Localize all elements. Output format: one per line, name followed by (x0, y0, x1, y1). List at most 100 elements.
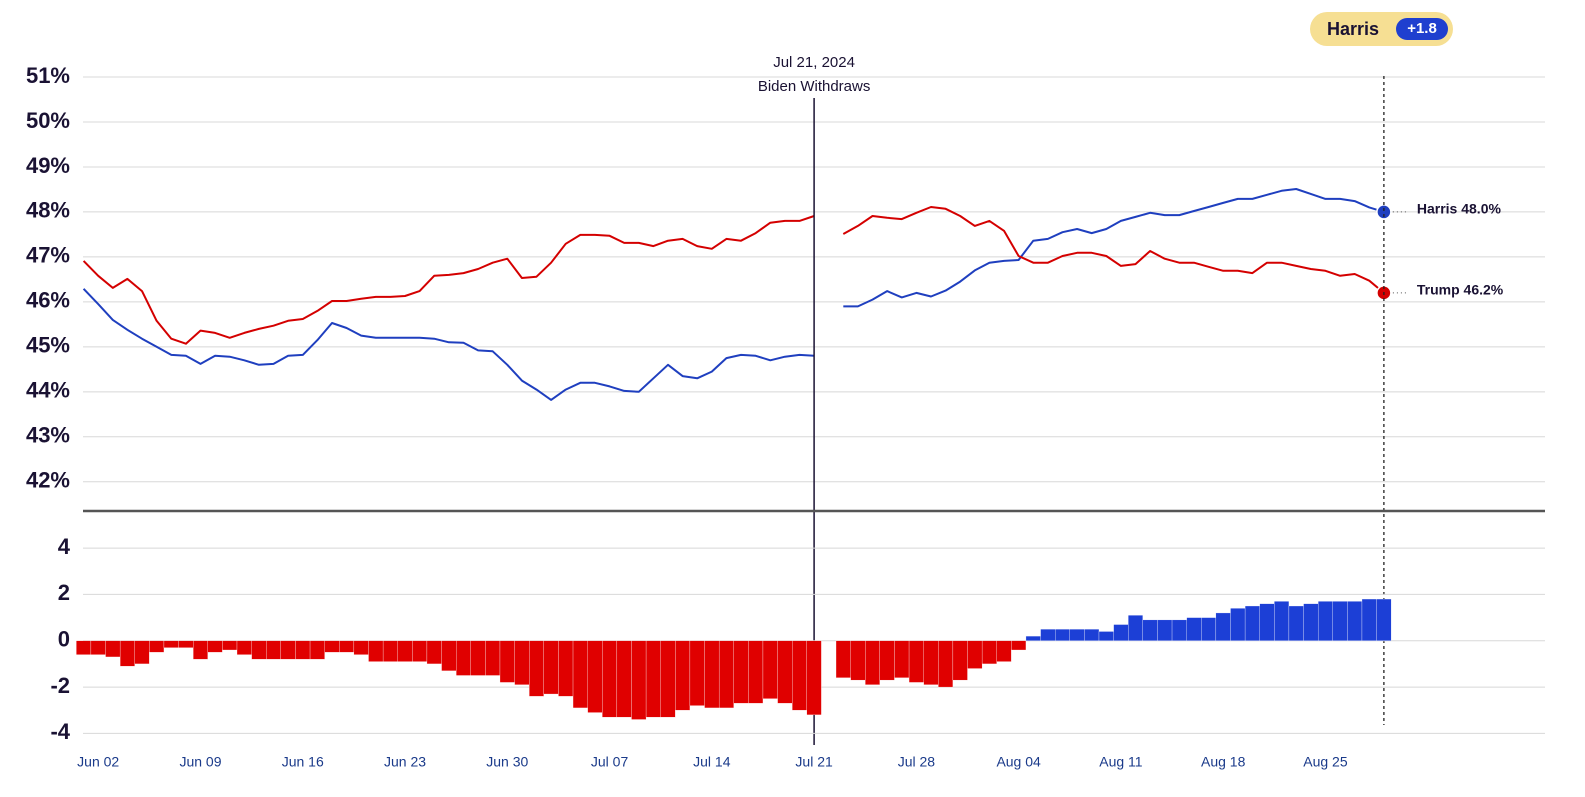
bar (207, 640, 223, 653)
y-tick-label: 4 (58, 534, 71, 559)
bar (1084, 629, 1100, 641)
series-line (82, 188, 1385, 401)
y-tick-label: 48% (26, 198, 70, 223)
bar (1274, 601, 1290, 641)
bar (236, 640, 252, 655)
bar (1025, 635, 1041, 641)
bar (368, 640, 384, 662)
bar (572, 640, 588, 709)
bar (587, 640, 603, 713)
bar (1376, 598, 1392, 641)
bar (529, 640, 544, 697)
bar (1215, 612, 1231, 641)
y-tick-label: 44% (26, 378, 70, 403)
bar (397, 640, 413, 662)
y-tick-label: 45% (26, 333, 70, 358)
bar (894, 640, 910, 678)
bar (441, 640, 457, 672)
bar (119, 640, 135, 667)
y-tick-label: 49% (26, 153, 70, 178)
annotation-date: Jul 21, 2024 (773, 54, 855, 71)
bar (251, 640, 267, 660)
bar (718, 640, 734, 709)
bar (514, 640, 530, 685)
bar (280, 640, 296, 660)
bar (1347, 601, 1363, 641)
x-tick-label: Aug 25 (1303, 754, 1348, 770)
bar (952, 640, 968, 681)
bar (616, 640, 632, 718)
bar (90, 640, 106, 655)
x-tick-label: Jul 07 (591, 754, 629, 770)
bar (222, 640, 238, 651)
x-tick-label: Jul 28 (898, 754, 936, 770)
bar (1288, 605, 1304, 641)
bar (704, 640, 720, 709)
bar (967, 640, 983, 669)
y-tick-label: 46% (26, 288, 70, 313)
bar (134, 640, 150, 665)
bar (762, 640, 778, 699)
bar (193, 640, 208, 660)
bar (602, 640, 618, 718)
bar (850, 640, 866, 681)
bar (996, 640, 1012, 662)
bar (1230, 608, 1246, 641)
bar (1171, 619, 1187, 641)
bar (835, 640, 851, 678)
bar (1098, 631, 1114, 641)
bar (1142, 619, 1158, 641)
bar (792, 640, 807, 711)
bar (908, 640, 924, 683)
y-tick-label: 42% (26, 468, 70, 493)
y-tick-label: 43% (26, 423, 70, 448)
bar (689, 640, 705, 706)
x-tick-label: Jun 09 (179, 754, 221, 770)
x-tick-label: Jul 21 (795, 754, 833, 770)
bar (631, 640, 647, 720)
bar (1186, 617, 1202, 641)
bar (499, 640, 515, 683)
y-tick-label: 47% (26, 243, 70, 268)
bar (938, 640, 954, 688)
bar (543, 640, 559, 695)
x-tick-label: Jun 30 (486, 754, 528, 770)
y-tick-label: 51% (26, 63, 70, 88)
y-tick-label: -4 (50, 719, 70, 744)
bar (1303, 603, 1319, 641)
bar (1317, 601, 1333, 641)
bar (76, 640, 92, 655)
x-tick-label: Aug 18 (1201, 754, 1246, 770)
x-tick-label: Aug 11 (1099, 754, 1143, 770)
bar (412, 640, 428, 662)
leader-margin: +1.8 (1407, 20, 1437, 37)
bar (660, 640, 676, 718)
bar (1128, 615, 1143, 641)
bar (865, 640, 880, 685)
y-tick-label: 50% (26, 108, 70, 133)
x-tick-label: Jul 14 (693, 754, 731, 770)
bar (806, 640, 822, 716)
series-line (82, 206, 1385, 345)
bar (266, 640, 281, 660)
bar (470, 640, 486, 676)
bar (149, 640, 165, 653)
end-label: Harris 48.0% (1417, 201, 1502, 217)
bar (675, 640, 691, 711)
annotation-label: Biden Withdraws (758, 78, 871, 95)
bar (748, 640, 764, 704)
bar (324, 640, 340, 653)
bar (178, 640, 194, 648)
x-tick-label: Aug 04 (996, 754, 1041, 770)
bar (645, 640, 661, 718)
x-tick-label: Jun 23 (384, 754, 426, 770)
bar (485, 640, 501, 676)
bar (295, 640, 311, 660)
y-tick-label: 0 (58, 627, 70, 652)
bar (382, 640, 398, 662)
bar (777, 640, 793, 704)
bar (1332, 601, 1348, 641)
bar (558, 640, 574, 697)
bar (309, 640, 325, 660)
end-label: Trump 46.2% (1417, 282, 1504, 298)
